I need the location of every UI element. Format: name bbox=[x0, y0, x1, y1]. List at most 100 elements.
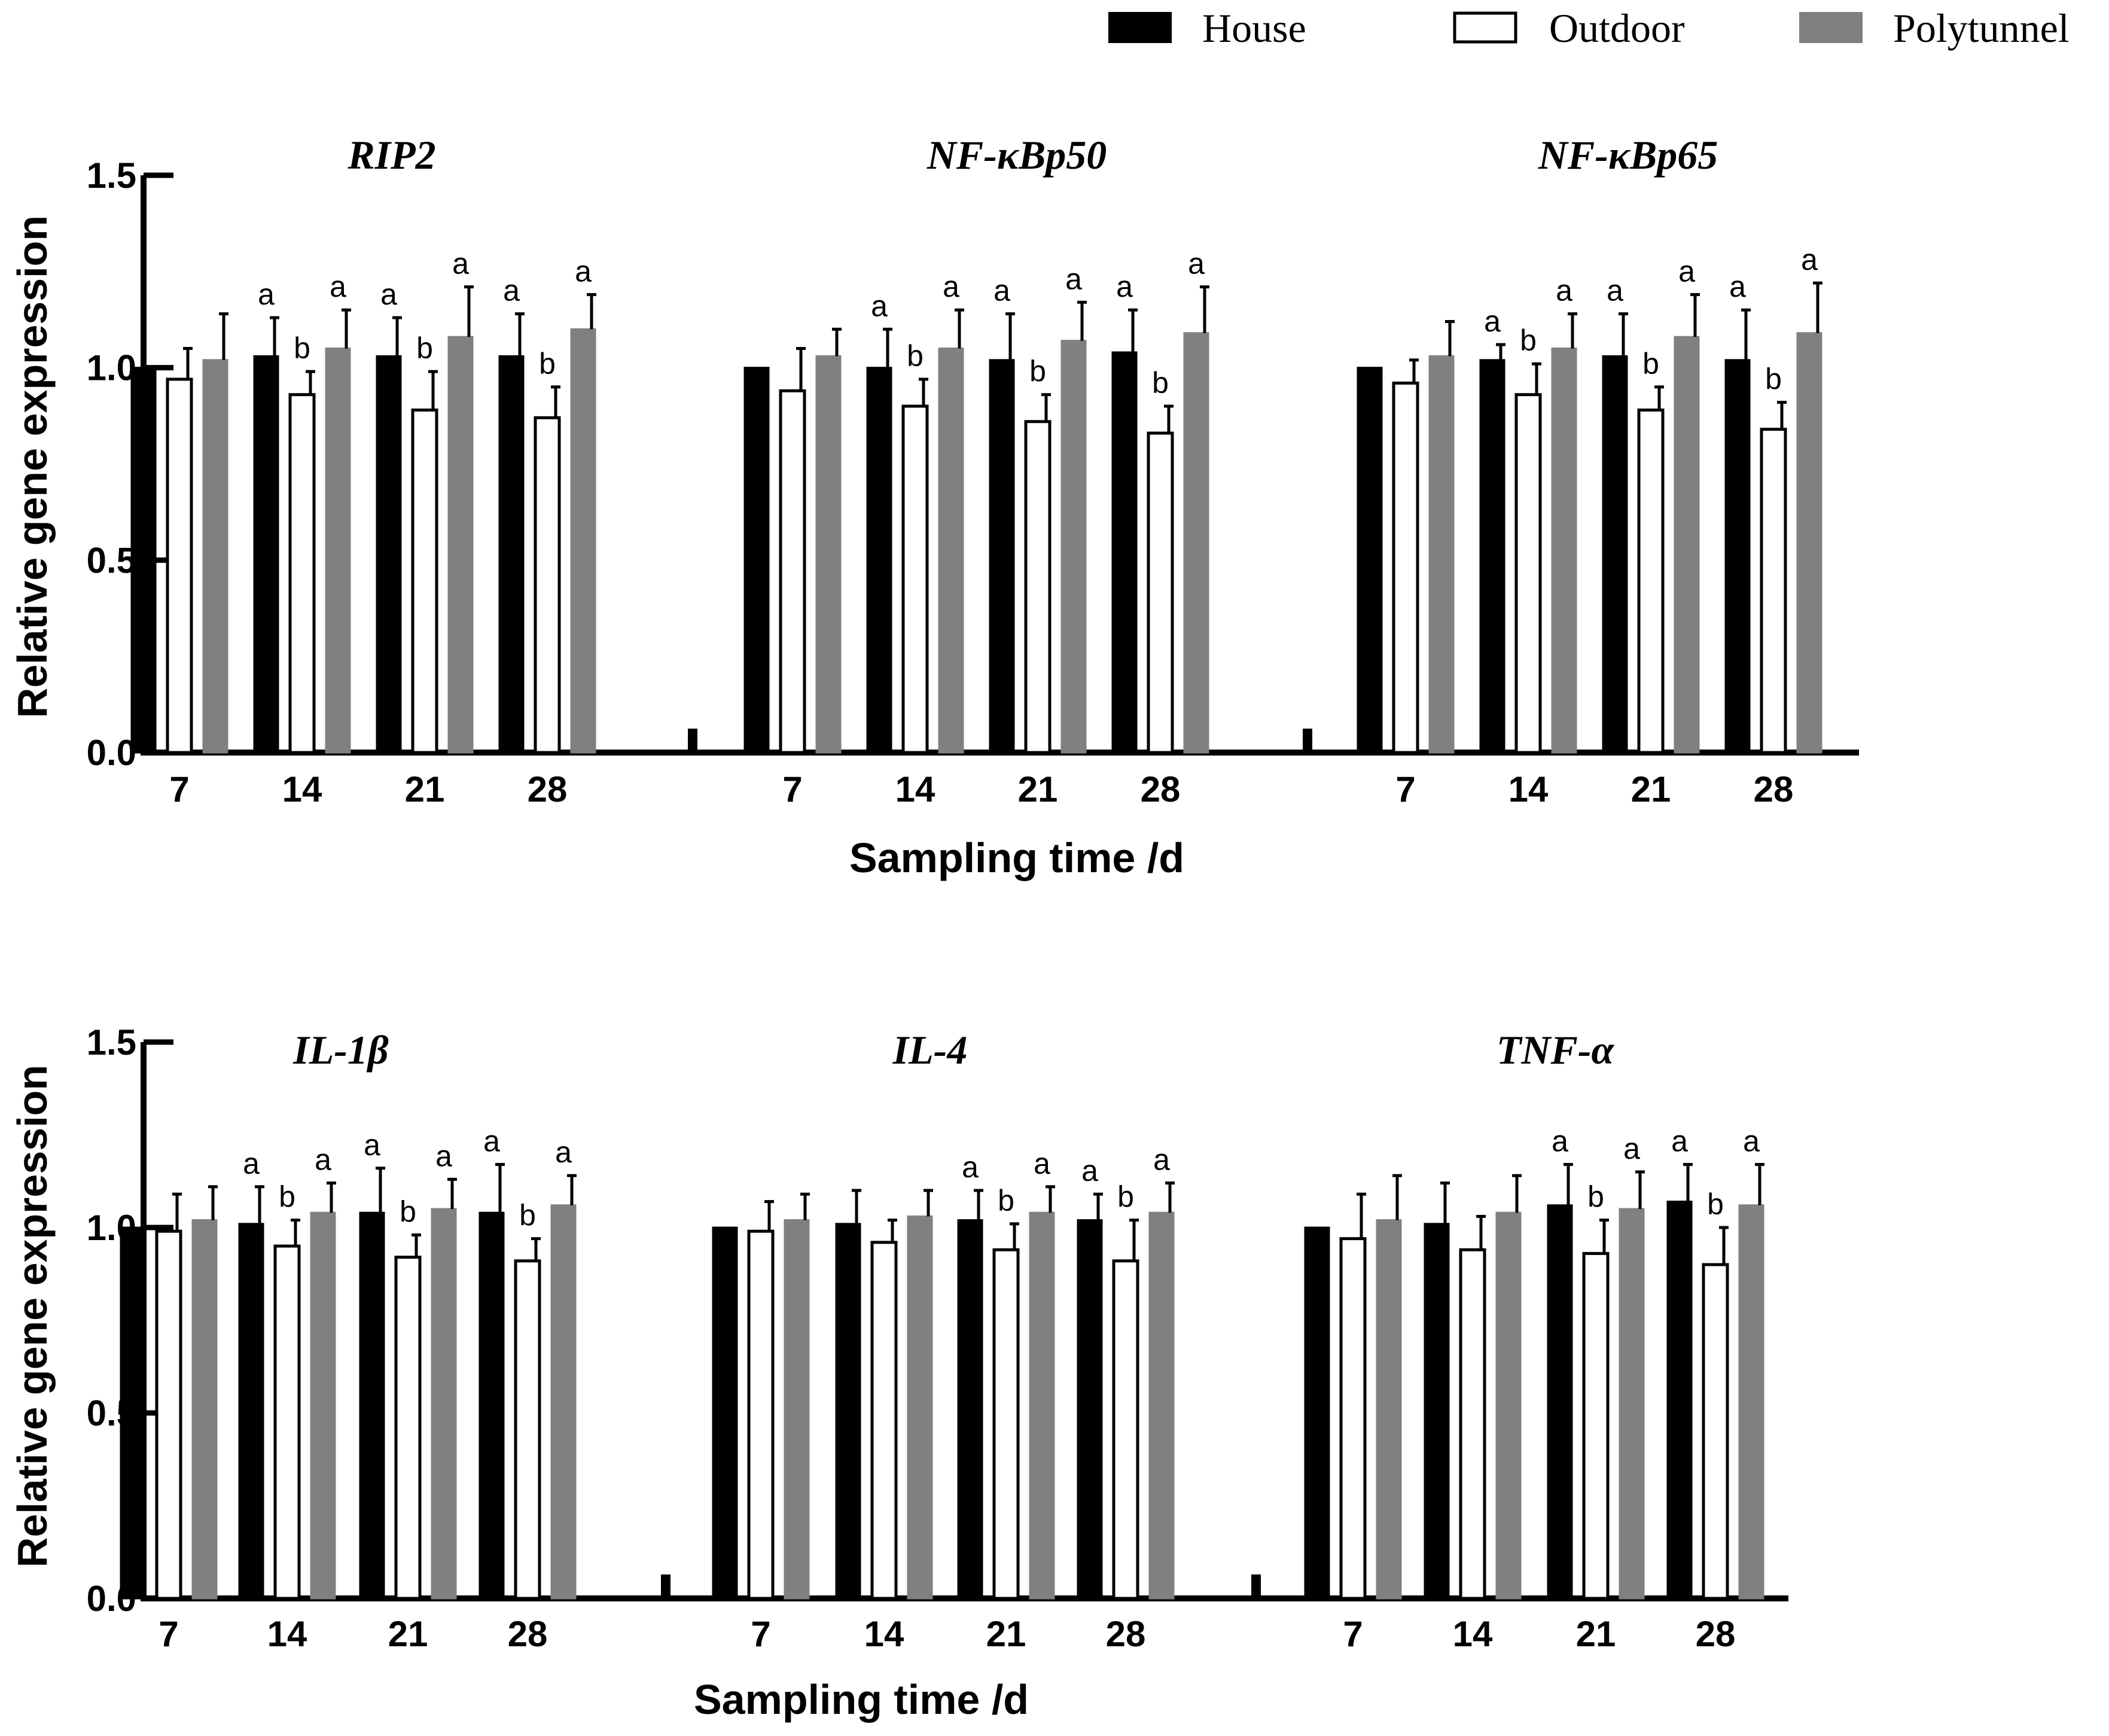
significance-letter: b bbox=[416, 331, 433, 365]
significance-letter: a bbox=[1729, 270, 1746, 303]
x-gap-tick-mark bbox=[1251, 1574, 1261, 1598]
significance-letter: a bbox=[1081, 1154, 1098, 1187]
significance-letter: b bbox=[907, 339, 924, 373]
bar-house bbox=[743, 367, 770, 754]
bar-house bbox=[253, 355, 279, 754]
x-tick-label: 7 bbox=[751, 1614, 770, 1654]
x-axis-title: Sampling time /d bbox=[694, 1676, 1029, 1723]
bar-polytunnel bbox=[447, 336, 474, 754]
bar-house bbox=[376, 355, 402, 754]
bar-outdoor bbox=[1514, 393, 1542, 754]
bar-outdoor bbox=[747, 1229, 775, 1600]
bar-polytunnel bbox=[938, 348, 964, 754]
significance-letter: a bbox=[1116, 270, 1133, 303]
bar-house bbox=[238, 1223, 264, 1600]
significance-letter: a bbox=[364, 1128, 380, 1162]
significance-letter: a bbox=[1153, 1143, 1170, 1177]
bar-house bbox=[130, 367, 157, 754]
x-tick-label: 14 bbox=[1453, 1614, 1493, 1654]
significance-letter: b bbox=[1587, 1180, 1604, 1214]
bar-house bbox=[1304, 1226, 1330, 1600]
significance-letter: a bbox=[575, 254, 592, 288]
bar-polytunnel bbox=[1376, 1219, 1402, 1600]
x-axis-title: Sampling time /d bbox=[849, 835, 1184, 881]
significance-letter: b bbox=[539, 347, 556, 380]
bar-polytunnel bbox=[1495, 1211, 1522, 1600]
bar-outdoor bbox=[901, 404, 929, 754]
bar-house bbox=[1424, 1223, 1450, 1600]
y-axis-title: Relative gene expression bbox=[9, 215, 56, 718]
legend: House Outdoor Polytunnel bbox=[1108, 5, 2070, 51]
x-tick-label: 14 bbox=[282, 769, 322, 809]
significance-letter: a bbox=[871, 289, 888, 322]
bar-house bbox=[1357, 367, 1383, 754]
bar-outdoor bbox=[779, 389, 806, 754]
bar-house bbox=[479, 1211, 505, 1600]
bar-outdoor bbox=[155, 1229, 182, 1600]
significance-letter: b bbox=[400, 1195, 416, 1228]
x-tick-label: 21 bbox=[1018, 769, 1058, 809]
bar-house bbox=[957, 1219, 983, 1600]
y-tick-label: 1.5 bbox=[87, 156, 136, 196]
bar-polytunnel bbox=[1619, 1208, 1645, 1600]
bar-house bbox=[989, 359, 1015, 754]
bar-house bbox=[1666, 1201, 1693, 1600]
x-tick-label: 7 bbox=[169, 769, 189, 809]
significance-letter: a bbox=[993, 274, 1010, 307]
bar-polytunnel bbox=[550, 1204, 577, 1600]
significance-letter: a bbox=[315, 1143, 331, 1177]
significance-letter: a bbox=[1671, 1125, 1688, 1158]
x-tick-label: 14 bbox=[864, 1614, 904, 1654]
bar-polytunnel bbox=[1796, 332, 1822, 754]
significance-letter: b bbox=[1029, 355, 1046, 388]
significance-letter: a bbox=[1801, 243, 1818, 276]
bar-polytunnel bbox=[325, 348, 351, 754]
significance-letter: b bbox=[1707, 1187, 1724, 1221]
x-tick-label: 21 bbox=[388, 1614, 428, 1654]
bar-polytunnel bbox=[907, 1215, 933, 1600]
bar-outdoor bbox=[273, 1244, 301, 1600]
bar-outdoor bbox=[534, 416, 561, 754]
x-tick-label: 7 bbox=[1395, 769, 1415, 809]
significance-letter: a bbox=[435, 1139, 452, 1172]
significance-letter: a bbox=[555, 1135, 572, 1169]
bar-outdoor bbox=[1339, 1237, 1367, 1600]
significance-letter: a bbox=[483, 1125, 500, 1158]
bar-house bbox=[1111, 351, 1138, 754]
x-tick-label: 28 bbox=[1696, 1614, 1736, 1654]
x-tick-label: 21 bbox=[405, 769, 445, 809]
x-tick-label: 21 bbox=[1576, 1614, 1616, 1654]
x-tick-label: 21 bbox=[986, 1614, 1026, 1654]
significance-letter: a bbox=[1623, 1132, 1640, 1165]
bar-polytunnel bbox=[784, 1219, 810, 1600]
significance-letter: a bbox=[258, 278, 275, 311]
gene-title: NF-κBp65 bbox=[1538, 132, 1718, 178]
x-tick-label: 28 bbox=[508, 1614, 548, 1654]
significance-letter: b bbox=[1642, 347, 1659, 380]
x-tick-label: 7 bbox=[782, 769, 802, 809]
x-gap-tick-mark bbox=[1303, 729, 1312, 753]
gene-title: NF-κBp50 bbox=[927, 132, 1107, 178]
bar-polytunnel bbox=[1148, 1211, 1175, 1600]
significance-letter: a bbox=[1034, 1147, 1050, 1180]
bar-house bbox=[1602, 355, 1628, 754]
bar-house bbox=[1724, 359, 1751, 754]
bar-outdoor bbox=[1582, 1251, 1610, 1600]
bar-house bbox=[1479, 359, 1505, 754]
x-tick-label: 7 bbox=[1343, 1614, 1363, 1654]
x-tick-label: 21 bbox=[1631, 769, 1671, 809]
significance-letter: a bbox=[943, 270, 959, 303]
significance-letter: b bbox=[519, 1199, 536, 1232]
bar-outdoor bbox=[1024, 420, 1052, 754]
x-tick-label: 28 bbox=[1141, 769, 1181, 809]
bar-outdoor bbox=[992, 1248, 1020, 1600]
significance-letter: b bbox=[294, 331, 310, 365]
legend-swatch-polytunnel bbox=[1799, 12, 1863, 43]
bar-polytunnel bbox=[1674, 336, 1700, 754]
bar-outdoor bbox=[411, 408, 438, 754]
x-tick-label: 14 bbox=[1508, 769, 1549, 809]
bar-polytunnel bbox=[1738, 1204, 1764, 1600]
bar-outdoor bbox=[1760, 428, 1787, 754]
significance-letter: b bbox=[1765, 363, 1782, 396]
